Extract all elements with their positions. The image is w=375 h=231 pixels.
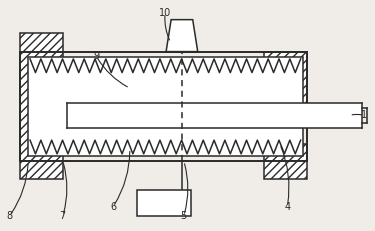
Bar — [20, 52, 307, 161]
Bar — [264, 52, 307, 125]
Bar — [66, 103, 363, 128]
Bar — [20, 33, 63, 179]
Text: 7: 7 — [60, 211, 66, 221]
Bar — [30, 58, 301, 74]
Text: 4: 4 — [284, 202, 290, 212]
Bar — [28, 57, 303, 156]
Text: 9: 9 — [93, 51, 99, 61]
Bar — [20, 33, 63, 179]
Bar — [30, 139, 301, 155]
Text: 6: 6 — [110, 202, 116, 212]
Bar — [264, 52, 307, 125]
Text: 1: 1 — [361, 110, 368, 121]
Bar — [264, 144, 307, 179]
Bar — [264, 144, 307, 179]
Text: 5: 5 — [181, 211, 187, 221]
Text: 10: 10 — [159, 8, 171, 18]
Bar — [137, 190, 191, 216]
Text: 8: 8 — [6, 211, 13, 221]
Polygon shape — [166, 20, 198, 52]
